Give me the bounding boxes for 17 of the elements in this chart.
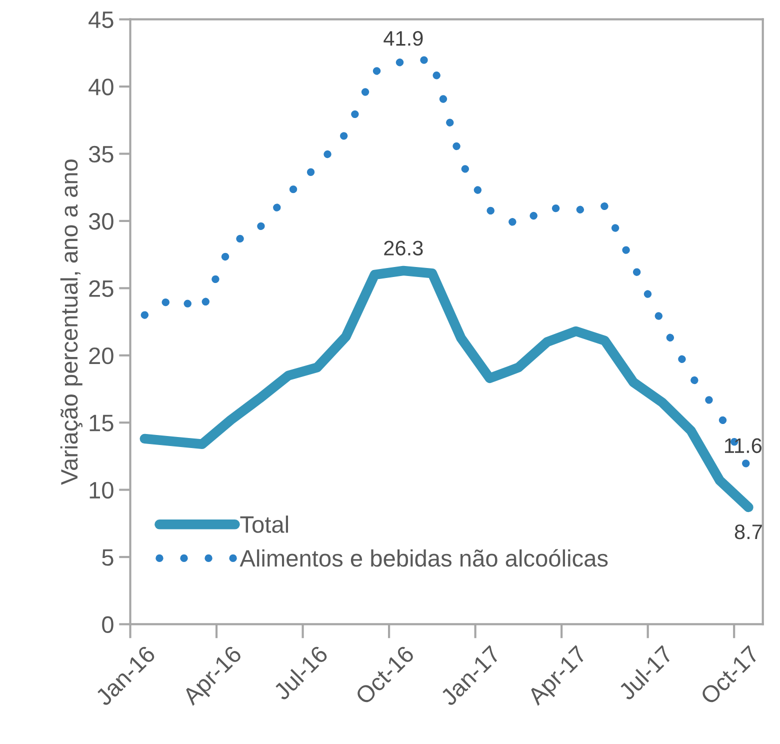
- y-tick-label: 0: [102, 616, 114, 634]
- data-label: 41.9: [384, 31, 423, 46]
- data-label: 11.6: [724, 438, 762, 454]
- y-tick-label: 30: [88, 213, 114, 230]
- y-tick-label: 35: [88, 146, 114, 163]
- y-tick-label: 10: [90, 482, 114, 499]
- data-label: 26.3: [384, 240, 423, 256]
- y-tick-label: 40: [88, 78, 114, 96]
- data-label: 8.7: [734, 524, 762, 540]
- y-tick-label: 25: [89, 280, 114, 297]
- legend-label: Alimentos e bebidas não alcoólicas: [240, 549, 608, 567]
- y-tick-label: 5: [102, 549, 114, 566]
- y-axis-title: Variação percentual, ano a ano: [60, 160, 82, 485]
- y-tick-label: 15: [90, 414, 114, 432]
- y-tick-label: 45: [88, 12, 114, 28]
- y-tick-label: 20: [89, 347, 114, 364]
- legend-label: Total: [240, 516, 288, 533]
